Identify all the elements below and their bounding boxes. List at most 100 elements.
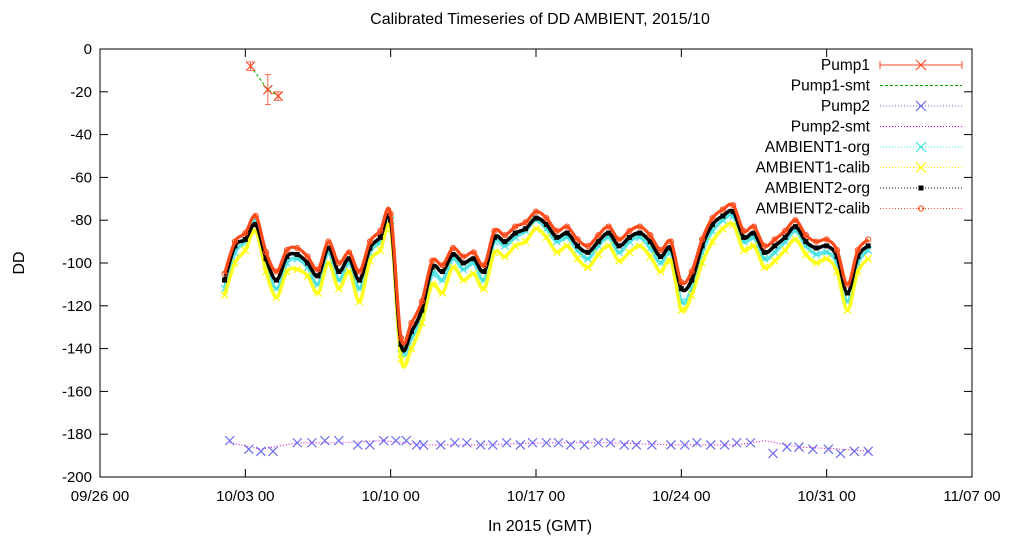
data-point bbox=[475, 439, 486, 450]
data-point bbox=[844, 281, 851, 288]
data-point bbox=[915, 162, 927, 173]
data-point bbox=[304, 253, 311, 260]
data-point bbox=[698, 236, 706, 243]
data-point bbox=[730, 202, 737, 209]
y-tick-label: -200 bbox=[62, 469, 92, 486]
data-point bbox=[314, 266, 322, 273]
data-point bbox=[781, 246, 790, 255]
data-point bbox=[543, 214, 550, 222]
data-point bbox=[575, 243, 581, 249]
data-point bbox=[720, 213, 726, 219]
data-point bbox=[606, 230, 612, 236]
data-point bbox=[314, 289, 322, 297]
data-point bbox=[709, 221, 715, 227]
data-point bbox=[523, 226, 529, 232]
data-point bbox=[377, 227, 384, 234]
data-point bbox=[377, 234, 383, 240]
data-point bbox=[429, 257, 436, 264]
data-point bbox=[364, 439, 375, 450]
data-point bbox=[533, 215, 539, 221]
data-point bbox=[584, 242, 592, 249]
data-point bbox=[307, 437, 317, 448]
data-point bbox=[553, 437, 564, 448]
data-point bbox=[705, 439, 716, 450]
data-point bbox=[554, 234, 560, 240]
y-axis-label: DD bbox=[11, 251, 28, 274]
data-point bbox=[273, 91, 284, 102]
data-point bbox=[687, 291, 696, 300]
data-point bbox=[273, 268, 280, 275]
data-point bbox=[719, 206, 726, 213]
data-point bbox=[739, 246, 748, 255]
data-point bbox=[401, 435, 412, 446]
data-point bbox=[594, 250, 603, 259]
data-point bbox=[366, 238, 374, 245]
data-point bbox=[255, 446, 266, 457]
data-point bbox=[677, 306, 686, 315]
y-tick-label: -80 bbox=[70, 212, 92, 229]
data-point bbox=[491, 227, 498, 234]
data-point bbox=[741, 234, 747, 240]
series-pump1 bbox=[245, 61, 284, 106]
data-point bbox=[220, 291, 229, 300]
data-point bbox=[501, 437, 512, 448]
data-point bbox=[438, 289, 447, 297]
data-point bbox=[865, 236, 872, 243]
data-point bbox=[487, 439, 498, 450]
data-point bbox=[688, 268, 695, 275]
data-point bbox=[824, 243, 830, 249]
y-tick-label: -60 bbox=[70, 169, 92, 186]
y-tick-label: -120 bbox=[62, 298, 92, 315]
data-point bbox=[782, 227, 789, 234]
data-point bbox=[631, 439, 642, 450]
series-ambient1-org bbox=[220, 211, 873, 358]
x-tick-label: 09/26 00 bbox=[71, 488, 129, 505]
legend-label: AMBIENT1-org bbox=[765, 139, 870, 156]
data-point bbox=[346, 256, 352, 262]
chart-title: Calibrated Timeseries of DD AMBIENT, 201… bbox=[370, 11, 710, 28]
data-point bbox=[294, 244, 301, 252]
data-point bbox=[915, 59, 927, 71]
data-point bbox=[502, 239, 508, 245]
data-point bbox=[418, 298, 425, 305]
data-point bbox=[355, 297, 364, 306]
data-point bbox=[522, 219, 529, 226]
y-tick-label: -140 bbox=[62, 341, 92, 358]
data-point bbox=[325, 245, 331, 251]
data-point bbox=[491, 234, 497, 240]
data-point bbox=[636, 223, 643, 230]
data-point bbox=[761, 242, 768, 249]
y-tick-label: 0 bbox=[84, 41, 92, 58]
legend-entry-pump1-smt: Pump1-smt bbox=[791, 78, 962, 95]
data-point bbox=[803, 239, 809, 245]
data-point bbox=[794, 442, 804, 452]
legend-errorbar bbox=[879, 61, 963, 69]
data-point bbox=[760, 263, 769, 272]
data-point bbox=[346, 249, 353, 256]
data-point bbox=[449, 437, 460, 448]
series-ambient2-calib bbox=[221, 202, 872, 346]
data-point bbox=[593, 437, 604, 448]
data-point bbox=[263, 256, 269, 262]
data-point bbox=[768, 448, 778, 459]
data-point bbox=[708, 237, 717, 246]
data-point bbox=[435, 439, 446, 450]
data-point bbox=[262, 84, 273, 95]
data-point bbox=[604, 241, 613, 250]
data-point bbox=[481, 269, 487, 275]
data-point bbox=[449, 244, 457, 252]
data-point bbox=[429, 264, 435, 270]
data-point bbox=[552, 248, 561, 257]
data-point bbox=[541, 437, 552, 448]
data-point bbox=[771, 236, 778, 243]
data-point bbox=[626, 234, 632, 240]
data-point bbox=[605, 437, 616, 448]
data-point bbox=[865, 243, 871, 249]
data-point bbox=[678, 279, 685, 286]
data-point bbox=[470, 249, 477, 256]
data-point bbox=[387, 210, 394, 217]
data-point bbox=[231, 259, 239, 267]
data-point bbox=[512, 223, 519, 230]
y-tick-label: -100 bbox=[62, 255, 92, 272]
data-point bbox=[579, 439, 590, 450]
